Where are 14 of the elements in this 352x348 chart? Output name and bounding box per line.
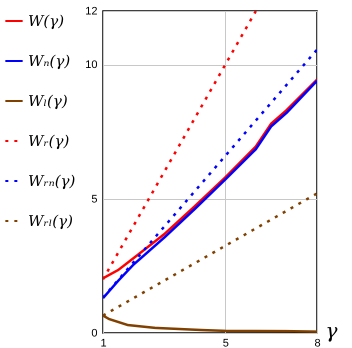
legend-label: W(γ) [28,12,64,30]
legend-label: Wₙ(γ) [28,52,70,70]
x-axis-title: γ [326,318,338,342]
legend-label: Wᵣ(γ) [28,132,70,150]
y-tick-label: 5 [91,193,98,206]
y-tick-label: 12 [85,6,98,18]
y-tick-label: 10 [85,59,98,72]
legend-label: Wᵣₙ(γ) [28,172,76,190]
x-tick-label: 8 [314,338,321,348]
x-tick-label: 5 [222,338,229,348]
legend-label: Wₗ(γ) [28,92,68,110]
y-tick-label: 0 [91,328,98,340]
x-tick-label: 1 [100,338,107,348]
legend-label: Wᵣₗ(γ) [28,212,74,230]
